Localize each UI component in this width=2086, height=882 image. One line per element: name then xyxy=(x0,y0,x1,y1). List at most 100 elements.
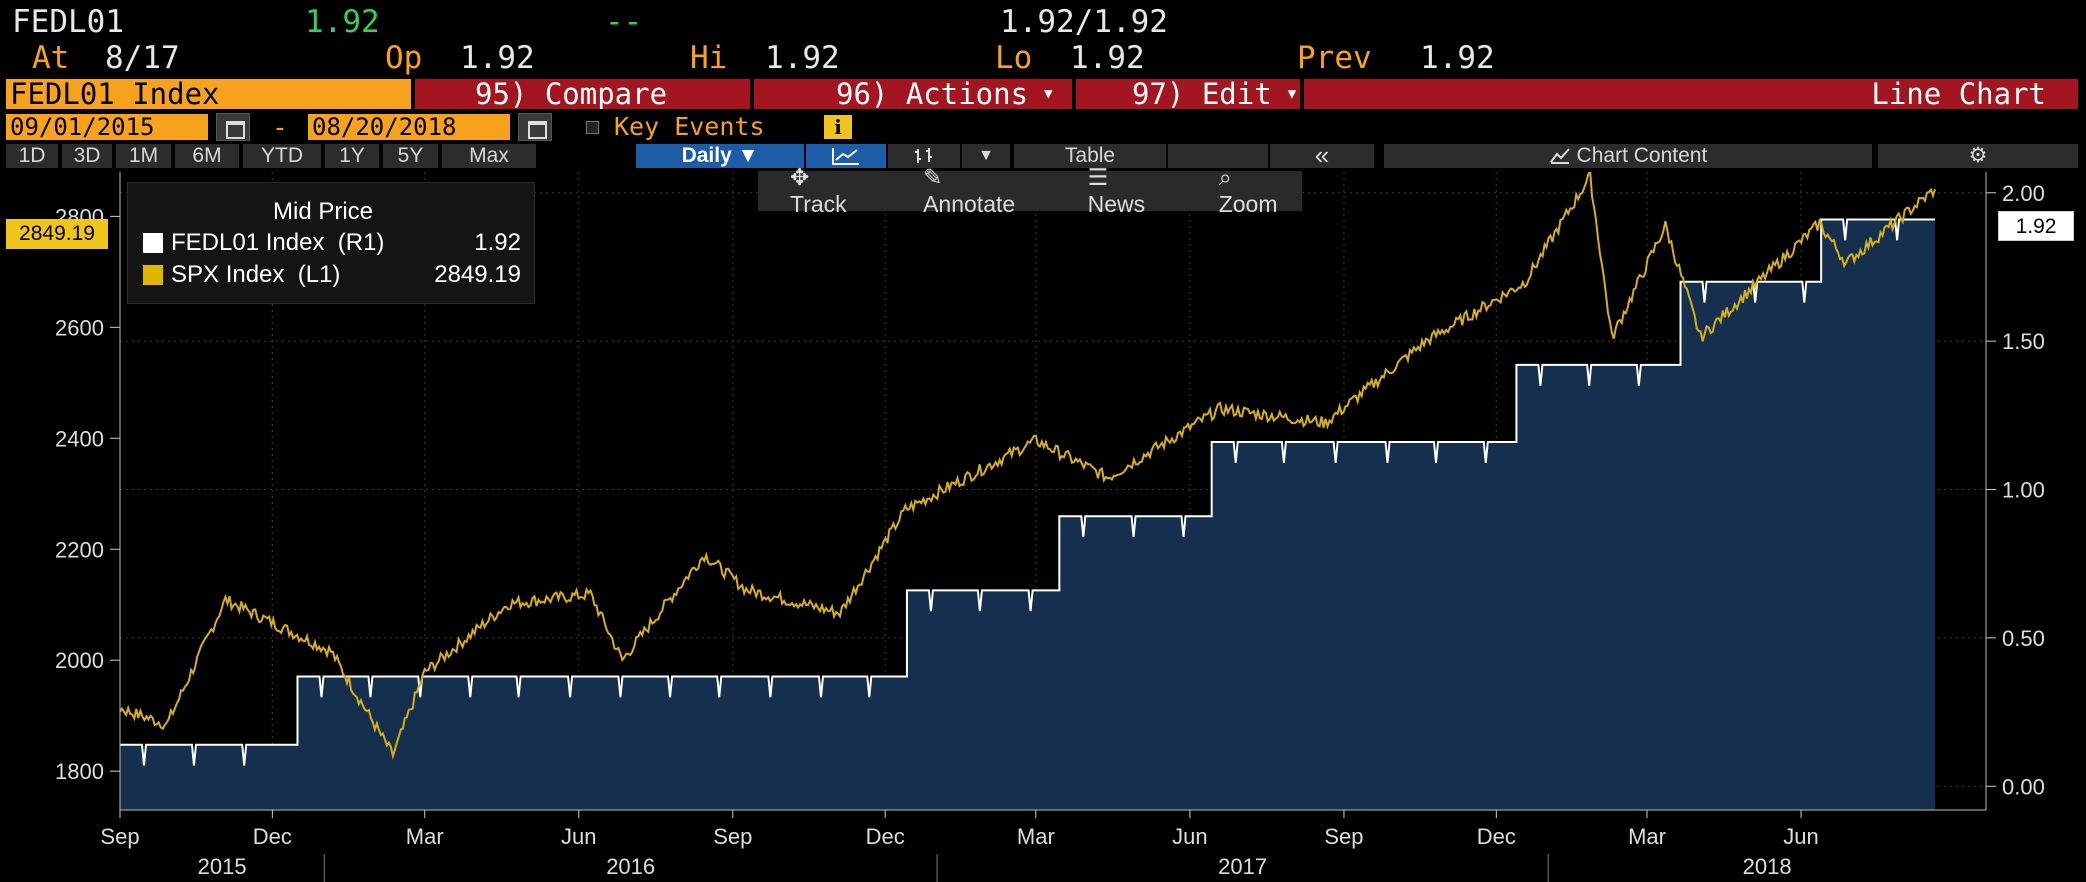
zoom-button[interactable]: ⌕ Zoom xyxy=(1201,164,1302,218)
x-tick-label: Dec xyxy=(866,824,905,849)
ticker-symbol: FEDL01 xyxy=(12,4,124,40)
bid-ask: 1.92/1.92 xyxy=(1000,4,1168,40)
x-tick-label: Jun xyxy=(1783,824,1818,849)
frequency-label: Daily xyxy=(681,144,732,167)
low-label: Lo xyxy=(995,40,1033,76)
legend-series-name: FEDL01 Index (R1) xyxy=(171,229,385,256)
high-value: 1.92 xyxy=(765,40,840,76)
chart-content-label: Chart Content xyxy=(1576,144,1708,167)
x-tick-label: Mar xyxy=(1017,824,1055,849)
open-label: Op xyxy=(385,40,423,76)
chevron-down-icon: ▼ xyxy=(1044,86,1053,102)
year-label: 2018 xyxy=(1743,854,1792,879)
x-tick-label: Sep xyxy=(1324,824,1363,849)
compare-label: 95) Compare xyxy=(475,79,668,109)
news-label: News xyxy=(1087,191,1146,217)
x-tick-label: Sep xyxy=(100,824,139,849)
x-tick-label: Mar xyxy=(406,824,444,849)
magnifier-icon: ⌕ xyxy=(1218,164,1232,190)
x-tick-label: Mar xyxy=(1628,824,1666,849)
crosshair-icon: ✥ xyxy=(790,164,810,190)
zoom-label: Zoom xyxy=(1218,191,1278,217)
right-axis-label: 2.00 xyxy=(2002,181,2045,206)
period-button-1y[interactable]: 1Y xyxy=(325,144,379,168)
spx-last-value-tag: 2849.19 xyxy=(6,219,108,249)
chevron-down-icon: ▼ xyxy=(1287,86,1297,102)
edit-button[interactable]: 97) Edit ▼ xyxy=(1076,79,1300,109)
right-axis-label: 1.50 xyxy=(2002,329,2045,354)
table-button[interactable]: Table xyxy=(1014,144,1166,168)
period-button-5y[interactable]: 5Y xyxy=(383,144,438,168)
legend-swatch xyxy=(143,265,163,285)
x-tick-label: Dec xyxy=(1477,824,1516,849)
compare-button[interactable]: 95) Compare xyxy=(415,79,750,109)
prev-label: Prev xyxy=(1297,40,1372,76)
legend-swatch xyxy=(143,233,163,253)
annotate-label: Annotate xyxy=(923,191,1016,217)
spx-series-line xyxy=(119,172,1936,760)
axes: Sep Dec Mar Jun Sep Dec Mar Jun Sep Dec Mar Jun 2015… xyxy=(55,172,2045,882)
right-axis-label: 0.50 xyxy=(2002,626,2045,651)
pencil-icon: ✎ xyxy=(923,164,943,190)
line-chart-button[interactable] xyxy=(806,144,886,168)
end-date-field[interactable]: 08/20/2018 xyxy=(308,114,510,140)
period-button-3d[interactable]: 3D xyxy=(62,144,112,168)
fed-last-value-tag: 1.92 xyxy=(1998,211,2074,241)
chart-toolbar: ✥ Track ✎ Annotate ☰ News ⌕ Zoom xyxy=(758,164,1302,217)
chart-style-dropdown[interactable]: ▼ xyxy=(962,144,1010,168)
frequency-dropdown[interactable]: Daily ▼ xyxy=(636,144,804,168)
left-axis-label: 2400 xyxy=(55,426,104,451)
right-axis-label: 1.00 xyxy=(2002,478,2045,503)
line-chart-icon xyxy=(832,148,859,165)
low-value: 1.92 xyxy=(1070,40,1145,76)
date-separator: - xyxy=(272,113,288,143)
info-icon[interactable]: i xyxy=(824,115,852,139)
chevron-down-icon: ▼ xyxy=(978,147,994,164)
news-button[interactable]: ☰ News xyxy=(1070,164,1177,218)
chart-area[interactable]: Sep Dec Mar Jun Sep Dec Mar Jun Sep Dec Mar Jun 2015… xyxy=(0,172,2086,882)
left-axis-label: 2200 xyxy=(55,537,104,562)
settings-button[interactable]: ⚙ xyxy=(1878,144,2078,168)
key-events-checkbox[interactable] xyxy=(586,121,599,134)
period-button-ytd[interactable]: YTD xyxy=(243,144,321,168)
x-tick-label: Jun xyxy=(1172,824,1207,849)
actions-button[interactable]: 96) Actions ▼ xyxy=(754,79,1072,109)
double-chevron-left-icon: « xyxy=(1314,140,1330,170)
at-value: 8/17 xyxy=(105,40,180,76)
collapse-button[interactable]: « xyxy=(1270,142,1374,168)
legend-series-value: 1.92 xyxy=(474,229,521,256)
chart-content-button[interactable]: Chart Content xyxy=(1384,144,1872,168)
calendar-icon[interactable] xyxy=(216,113,250,141)
left-axis-label: 2600 xyxy=(55,315,104,340)
chart-type-label: Line Chart xyxy=(1304,79,2078,109)
x-tick-label: Dec xyxy=(253,824,292,849)
year-label: 2016 xyxy=(606,854,655,879)
legend-series-value: 2849.19 xyxy=(434,261,521,288)
period-button-1d[interactable]: 1D xyxy=(6,144,58,168)
at-label: At xyxy=(32,40,70,76)
net-change: -- xyxy=(605,4,643,40)
last-price: 1.92 xyxy=(305,4,380,40)
legend-title: Mid Price xyxy=(273,198,374,225)
security-field[interactable]: FEDL01 Index xyxy=(6,79,411,109)
year-label: 2017 xyxy=(1218,854,1267,879)
period-button-1m[interactable]: 1M xyxy=(116,144,171,168)
legend-item-fed[interactable]: FEDL01 Index (R1) 1.92 xyxy=(143,229,521,257)
open-value: 1.92 xyxy=(460,40,535,76)
bar-chart-button[interactable] xyxy=(888,144,960,168)
high-label: Hi xyxy=(690,40,728,76)
right-axis-label: 0.00 xyxy=(2002,774,2045,799)
legend-item-spx[interactable]: SPX Index (L1) 2849.19 xyxy=(143,261,521,289)
edit-label: 97) Edit xyxy=(1132,79,1272,109)
period-button-max[interactable]: Max xyxy=(442,144,536,168)
ohlc-icon xyxy=(915,148,932,163)
calendar-icon[interactable] xyxy=(518,113,552,141)
start-date-field[interactable]: 09/01/2015 xyxy=(6,114,208,140)
annotate-button[interactable]: ✎ Annotate xyxy=(905,164,1042,218)
chart-legend: Mid Price FEDL01 Index (R1) 1.92 SPX Ind… xyxy=(127,182,535,304)
table-label: Table xyxy=(1064,144,1116,167)
period-button-6m[interactable]: 6M xyxy=(175,144,239,168)
security-label: FEDL01 Index xyxy=(10,79,220,109)
track-button[interactable]: ✥ Track xyxy=(772,164,877,218)
legend-series-name: SPX Index (L1) xyxy=(171,261,341,288)
